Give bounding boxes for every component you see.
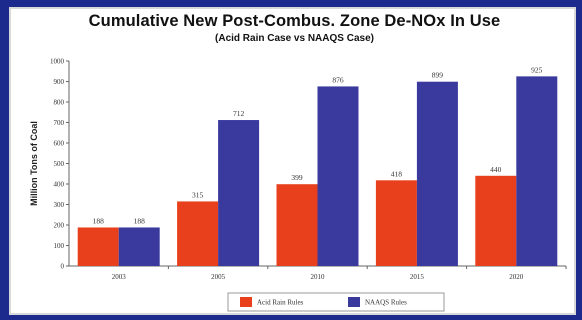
x-tick-label: 2020: [509, 273, 524, 281]
y-tick-label: 0: [61, 263, 65, 271]
bar-acid-rain-2010: [276, 184, 318, 266]
chart-title: Cumulative New Post-Combus. Zone De-NOx …: [88, 12, 501, 30]
chart-value-labels: 188 188 315 712 399 876 418 899 440 925: [93, 65, 543, 225]
y-tick-label: 800: [54, 99, 65, 107]
data-label: 188: [93, 216, 105, 225]
chart-subtitle: (Acid Rain Case vs NAAQS Case): [215, 33, 374, 44]
bar-naaqs-2005: [218, 120, 260, 266]
chart-legend: Acid Rain Rules NAAQS Rules: [227, 292, 445, 312]
x-tick-label: 2003: [112, 273, 127, 281]
bar-acid-rain-2003: [77, 227, 119, 266]
legend-label: NAAQS Rules: [365, 299, 407, 307]
chart-panel: Cumulative New Post-Combus. Zone De-NOx …: [9, 7, 576, 315]
data-label: 876: [332, 75, 344, 84]
data-label: 712: [233, 109, 245, 118]
y-tick-label: 1000: [50, 58, 65, 66]
bar-naaqs-2003: [118, 227, 160, 266]
y-tick-label: 600: [54, 140, 65, 148]
y-tick-label: 100: [54, 242, 65, 250]
x-tick-label: 2005: [211, 273, 226, 281]
y-tick-label: 200: [54, 222, 65, 230]
x-tick-label: 2010: [311, 273, 326, 281]
y-axis-label: Million Tons of Coal: [29, 121, 39, 206]
legend-swatch: [240, 297, 252, 307]
bar-acid-rain-2005: [177, 201, 219, 266]
legend-box: [227, 292, 445, 312]
data-label: 925: [531, 65, 543, 74]
legend-swatch: [348, 297, 360, 307]
data-label: 899: [432, 71, 444, 80]
bar-naaqs-2010: [317, 86, 359, 266]
y-tick-label: 500: [54, 160, 65, 168]
data-label: 418: [391, 169, 403, 178]
data-label: 315: [192, 190, 204, 199]
y-tick-label: 400: [54, 181, 65, 189]
data-label: 399: [291, 173, 303, 182]
legend-label: Acid Rain Rules: [257, 299, 304, 307]
data-label: 440: [490, 165, 502, 174]
bar-acid-rain-2015: [375, 180, 417, 266]
y-tick-label: 700: [54, 119, 65, 127]
bar-naaqs-2020: [516, 76, 558, 266]
y-tick-label: 300: [54, 201, 65, 209]
bar-naaqs-2015: [416, 81, 458, 266]
data-label: 188: [134, 216, 146, 225]
bar-chart: 0 100 200 300 400 500 600 700 800 900 1000 Million …: [29, 58, 567, 312]
y-tick-label: 900: [54, 78, 65, 86]
chart-bars: [77, 76, 558, 266]
bar-acid-rain-2020: [475, 175, 517, 266]
x-tick-label: 2015: [410, 273, 425, 281]
